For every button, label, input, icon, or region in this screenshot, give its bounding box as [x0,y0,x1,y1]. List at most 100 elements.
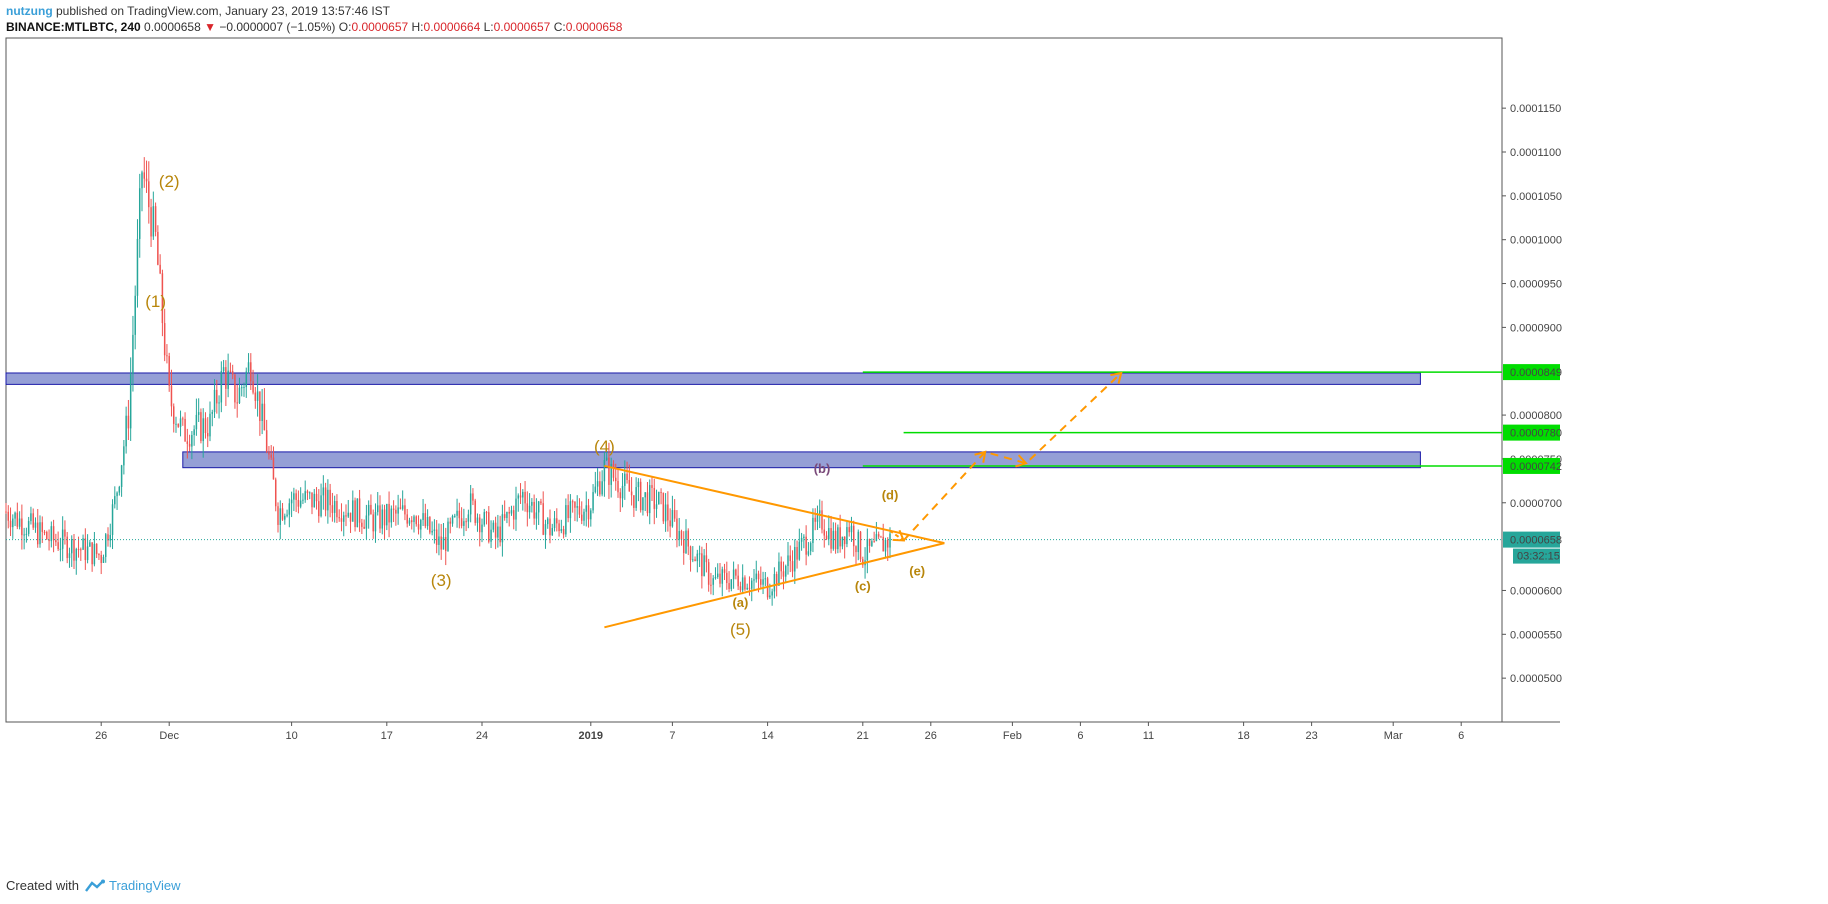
candle-body [429,517,431,533]
low-value: 0.0000657 [493,20,551,34]
candle-body [737,575,739,587]
candle-body [426,517,429,527]
candle-body [186,441,189,444]
y-tick-label: 0.0001150 [1510,103,1561,115]
candle-body [367,504,370,516]
candle-body [308,492,311,494]
candle-body [263,403,266,431]
candle-body [268,452,270,455]
candle-body [7,511,10,521]
candle-body [673,510,676,519]
candle-body [116,492,118,497]
candle-body [82,538,84,550]
candle-body [850,525,853,533]
candle-body [284,515,286,520]
candle-body [732,569,735,580]
candle-body [254,392,257,401]
candle-body [728,583,730,589]
candle-body [839,527,841,547]
x-tick-label: 18 [1237,730,1249,742]
candle-body [25,533,28,535]
candle-body [522,491,524,498]
candle-body [662,492,665,522]
candle-body [760,579,762,585]
candle-body [517,495,520,499]
candle-body [587,505,590,520]
candle-body [769,595,771,598]
candle-body [57,542,59,550]
candle-body [225,367,227,389]
candle-body [556,518,558,524]
projection-arrowhead [1015,454,1028,468]
wave-label: (d) [882,487,899,502]
candle-body [349,512,352,522]
x-tick-label: 24 [476,730,488,742]
wave-label: (3) [431,571,452,590]
candle-body [379,505,381,529]
candle-body [460,518,463,526]
candle-body [771,591,773,596]
candle-body [519,495,522,498]
candle-body [594,486,597,493]
candle-body [356,498,359,528]
candle-body [875,534,878,542]
y-tick-label: 0.0000800 [1510,410,1562,422]
candle-body [721,569,724,584]
x-tick-label: Mar [1384,730,1403,742]
candle-body [599,481,601,495]
candle-body [265,430,268,453]
candle-body [678,530,680,540]
candle-body [261,403,263,422]
tradingview-link[interactable]: TradingView [108,878,181,893]
candle-body [16,512,19,527]
candle-body [152,206,155,237]
candle-body [395,509,397,514]
author-name[interactable]: nutzung [6,4,53,18]
candle-body [170,385,173,407]
candle-body [603,460,606,482]
candle-body [687,530,690,547]
candle-body [880,536,882,538]
candle-body [748,587,751,589]
candle-body [488,512,490,542]
candle-body [270,454,272,458]
x-tick-label: Feb [1003,730,1022,742]
candle-body [565,505,567,535]
y-tick-label: 0.0000950 [1510,279,1562,291]
candle-body [80,549,82,551]
tradingview-logo-icon [85,879,105,892]
candle-body [741,577,744,591]
candle-body [515,498,517,520]
level-price-label: 0.0000742 [1510,461,1562,473]
candle-body [46,531,48,540]
candle-body [114,496,116,505]
candle-body [424,513,427,527]
candle-body [73,539,75,561]
x-tick-label: 2019 [579,730,603,742]
candle-body [744,577,746,590]
candle-body [132,334,134,375]
candle-body [250,362,252,382]
candle-body [712,578,714,585]
candle-body [465,521,467,523]
x-tick-label: 23 [1305,730,1317,742]
candle-body [531,501,533,506]
candle-body [52,526,55,541]
candle-body [726,572,728,584]
candle-body [220,371,223,403]
candle-body [177,423,180,427]
candle-body [195,414,198,430]
candle-body [410,520,413,523]
candle-body [497,526,499,538]
candle-body [682,539,685,554]
candle-body [481,524,483,533]
candle-body [30,513,32,522]
candle-body [843,536,846,545]
candle-body [701,553,703,577]
candle-body [490,529,492,542]
candle-body [739,586,742,591]
candle-body [324,487,327,511]
candle-body [651,485,653,488]
candle-body [660,492,662,494]
